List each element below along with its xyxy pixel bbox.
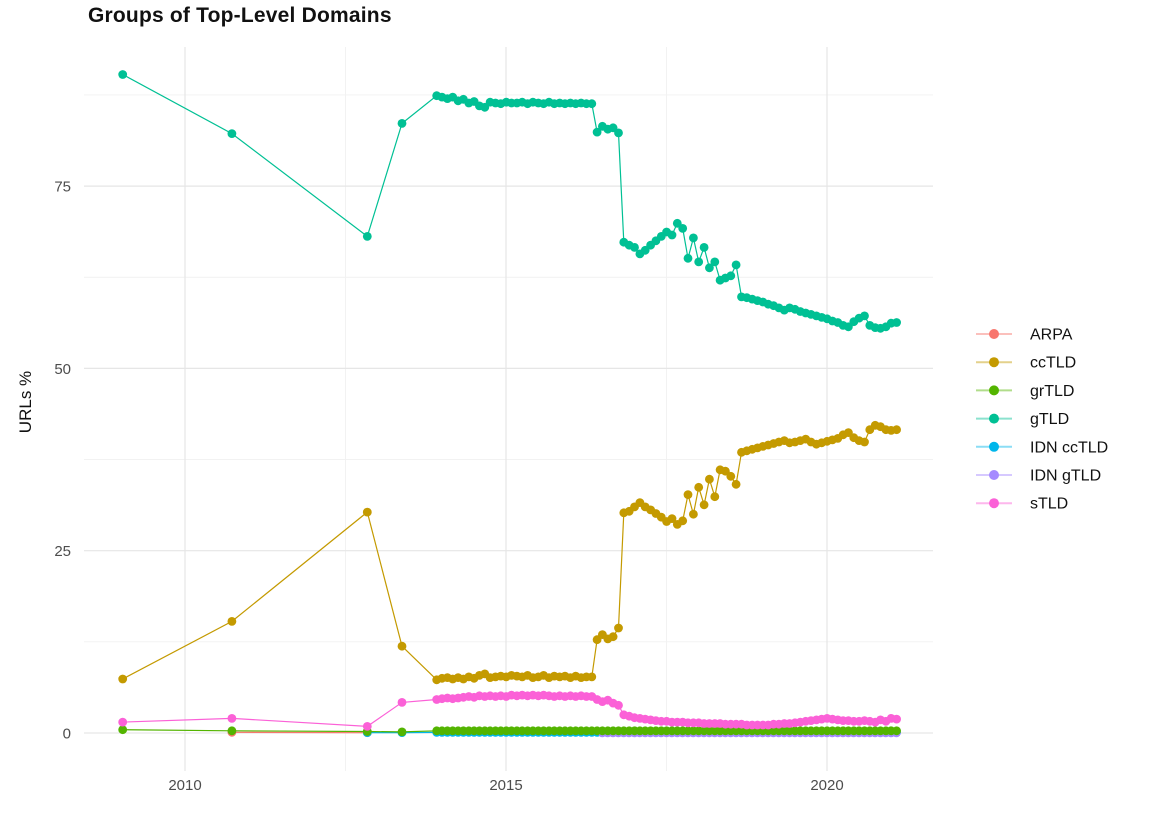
series-sTLD-points — [118, 690, 901, 731]
chart-title: Groups of Top-Level Domains — [88, 4, 392, 27]
data-point — [710, 492, 720, 502]
data-point — [587, 99, 597, 109]
data-point — [892, 726, 901, 736]
series-gTLD-line — [122, 73, 897, 329]
legend-key-dot — [989, 357, 999, 368]
data-point — [699, 243, 709, 252]
data-point — [227, 617, 237, 626]
legend-item: gTLD — [976, 411, 1069, 428]
data-point — [731, 479, 741, 489]
x-tick-label: 2015 — [489, 777, 522, 794]
data-point — [362, 232, 372, 241]
legend-label: sTLD — [1030, 496, 1068, 513]
data-point — [608, 632, 618, 642]
y-tick-label: 25 — [54, 543, 71, 560]
legend-item: IDN gTLD — [976, 468, 1101, 485]
legend-key-dot — [989, 470, 999, 480]
data-point — [227, 129, 237, 139]
data-point — [397, 727, 407, 737]
legend-item: IDN ccTLD — [976, 439, 1108, 456]
data-point — [362, 507, 372, 517]
legend-label: IDN gTLD — [1030, 468, 1101, 485]
data-point — [705, 474, 714, 484]
data-point — [227, 726, 237, 736]
legend-item: ARPA — [976, 327, 1073, 344]
data-point — [587, 672, 597, 682]
y-tick-label: 75 — [54, 179, 71, 196]
data-point — [689, 509, 698, 519]
data-point — [710, 257, 720, 267]
data-point — [683, 253, 693, 263]
legend-label: gTLD — [1030, 411, 1069, 428]
data-point — [726, 471, 736, 481]
series-ccTLD-points — [118, 420, 901, 685]
data-point — [860, 311, 869, 321]
legend-item: ccTLD — [976, 355, 1076, 372]
legend-label: IDN ccTLD — [1030, 439, 1108, 456]
legend-label: ccTLD — [1030, 355, 1076, 372]
data-point — [362, 722, 372, 731]
data-point — [227, 714, 237, 723]
data-point — [689, 233, 698, 243]
data-point — [592, 127, 602, 137]
x-tick-label: 2010 — [168, 777, 201, 794]
data-point — [397, 698, 407, 707]
data-point — [705, 263, 714, 273]
y-tick-label: 50 — [54, 361, 71, 378]
data-point — [678, 224, 688, 233]
y-axis-title: URLs % — [16, 370, 35, 434]
legend-label: grTLD — [1030, 383, 1074, 400]
series-gTLD-points — [118, 70, 901, 333]
series-grTLD-points — [118, 725, 901, 737]
legend-key-dot — [989, 385, 999, 396]
data-point — [614, 623, 623, 633]
legend-key-dot — [989, 329, 999, 339]
data-point — [726, 271, 736, 281]
data-point — [397, 119, 407, 128]
legend-item: grTLD — [976, 383, 1074, 400]
data-point — [667, 230, 677, 240]
data-point — [397, 641, 407, 651]
data-point — [614, 128, 623, 138]
x-tick-label: 2020 — [810, 777, 843, 794]
data-point — [892, 425, 901, 435]
y-tick-label: 0 — [63, 726, 71, 743]
data-point — [892, 318, 901, 327]
data-point — [694, 482, 704, 492]
legend-key-dot — [989, 441, 999, 452]
legend-item: sTLD — [976, 496, 1068, 513]
data-point — [630, 243, 639, 252]
data-point — [694, 257, 704, 267]
data-point — [699, 500, 709, 510]
data-point — [614, 700, 623, 710]
legend-label: ARPA — [1030, 327, 1073, 344]
legend-key-dot — [989, 498, 999, 509]
data-point — [118, 70, 128, 79]
legend-key-dot — [989, 413, 999, 424]
data-point — [667, 514, 677, 523]
data-point — [892, 714, 901, 724]
data-point — [118, 674, 128, 684]
data-point — [118, 717, 128, 727]
data-point — [860, 437, 869, 447]
data-point — [683, 490, 693, 499]
data-point — [118, 725, 128, 735]
data-point — [678, 516, 688, 526]
data-point — [731, 260, 741, 270]
